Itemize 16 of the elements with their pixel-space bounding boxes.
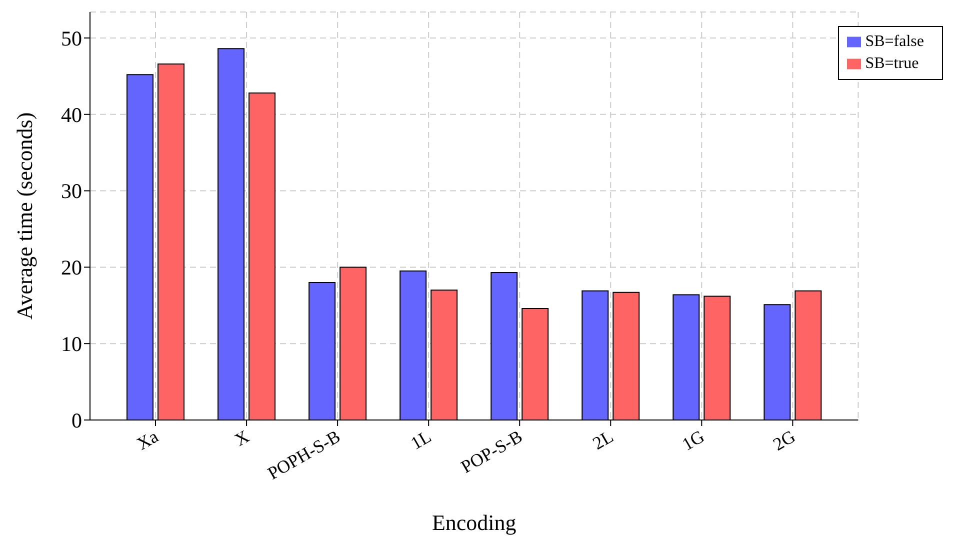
x-tick-label: Xa [133,426,162,454]
y-axis-title: Average time (seconds) [12,112,37,320]
x-tick-label: 1G [678,426,708,454]
y-tick-label: 30 [61,179,82,204]
x-tick-label: 1L [407,426,435,454]
y-tick-label: 40 [61,102,82,127]
y-tick-label: 50 [61,26,82,50]
x-tick-label: X [231,426,253,450]
x-axis-title: Encoding [432,510,516,535]
x-tick-label: 2G [770,426,799,454]
legend-label: SB=true [865,55,919,72]
legend-label: SB=false [865,33,924,50]
y-tick-label: 20 [61,256,82,280]
y-tick-label: 0 [72,408,82,432]
x-tick-label: 2L [589,426,617,454]
y-tick-label: 10 [61,332,82,356]
